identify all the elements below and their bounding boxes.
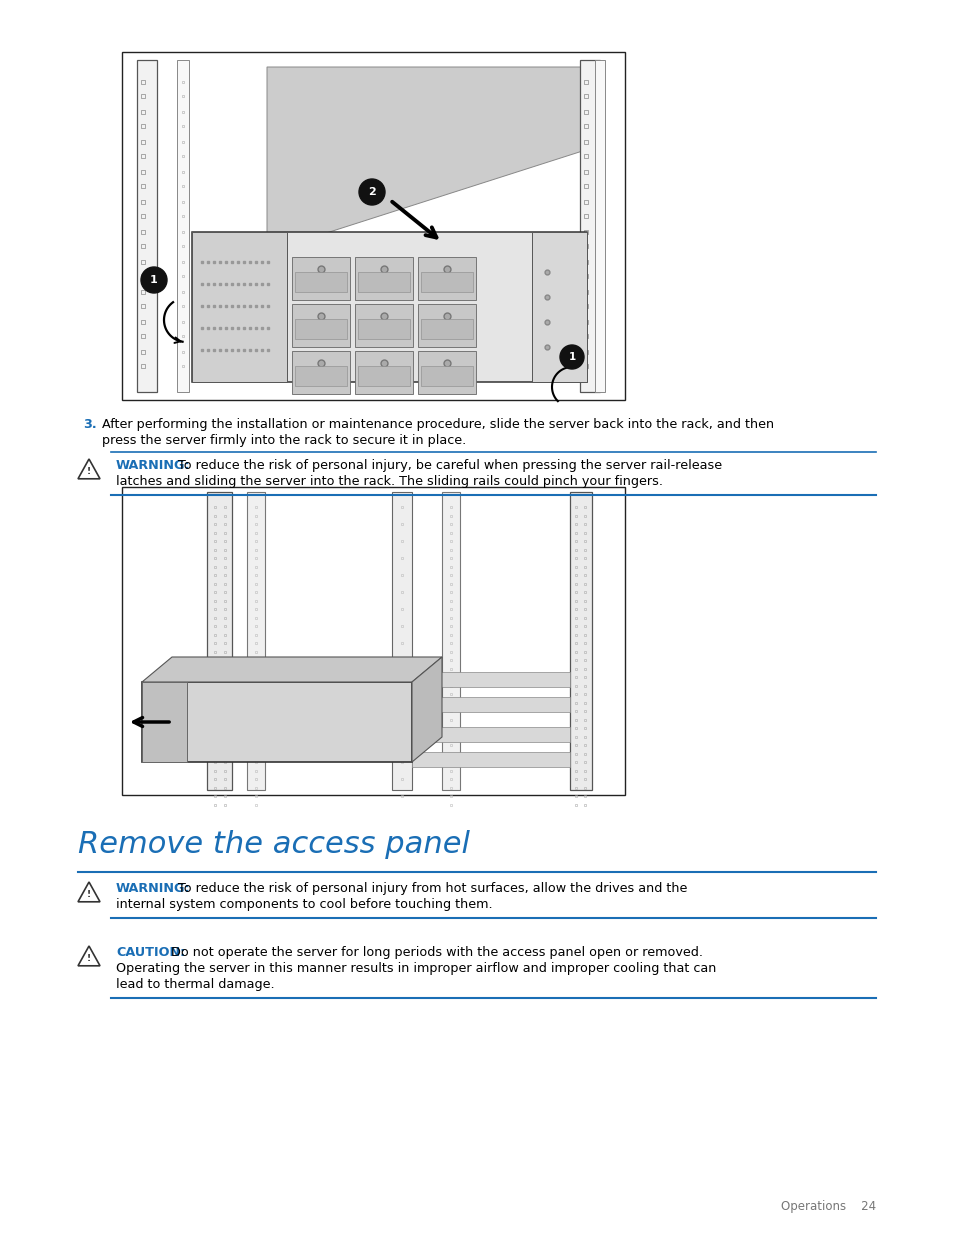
Text: internal system components to cool before touching them.: internal system components to cool befor… (116, 898, 492, 911)
Bar (412, 752, 569, 767)
Bar (412, 672, 569, 687)
Polygon shape (412, 657, 441, 762)
Bar (412, 727, 569, 742)
Text: After performing the installation or maintenance procedure, slide the server bac: After performing the installation or mai… (102, 417, 773, 431)
Bar (355, 304, 413, 347)
Bar (292, 304, 350, 347)
Bar (579, 61, 599, 391)
Text: WARNING:: WARNING: (116, 882, 191, 895)
Bar (441, 492, 459, 790)
Text: WARNING:: WARNING: (116, 459, 191, 472)
Text: Operating the server in this manner results in improper airflow and improper coo: Operating the server in this manner resu… (116, 962, 716, 974)
Bar (357, 366, 410, 387)
Bar (294, 272, 347, 291)
Text: !: ! (87, 889, 91, 899)
Bar (392, 492, 412, 790)
Bar (417, 304, 476, 347)
Bar (177, 61, 189, 391)
Circle shape (358, 179, 385, 205)
Text: !: ! (87, 953, 91, 963)
Bar (420, 366, 473, 387)
Text: latches and sliding the server into the rack. The sliding rails could pinch your: latches and sliding the server into the … (116, 475, 662, 488)
Bar (192, 232, 287, 382)
Circle shape (141, 267, 167, 293)
Bar (292, 351, 350, 394)
Text: Operations    24: Operations 24 (781, 1200, 875, 1213)
Polygon shape (267, 67, 595, 252)
Bar (137, 61, 157, 391)
Text: 1: 1 (150, 275, 157, 285)
Bar (412, 697, 569, 713)
Bar (417, 351, 476, 394)
Bar (207, 492, 232, 790)
Text: To reduce the risk of personal injury, be careful when pressing the server rail-: To reduce the risk of personal injury, b… (178, 459, 721, 472)
Polygon shape (142, 657, 441, 682)
Bar (122, 52, 624, 400)
Bar (294, 319, 347, 338)
Text: press the server firmly into the rack to secure it in place.: press the server firmly into the rack to… (102, 433, 466, 447)
Bar (532, 232, 586, 382)
Bar (595, 61, 604, 391)
Text: CAUTION:: CAUTION: (116, 946, 185, 960)
Bar (142, 682, 412, 762)
Text: Remove the access panel: Remove the access panel (78, 830, 470, 860)
Polygon shape (78, 946, 100, 966)
Bar (355, 351, 413, 394)
Text: Do not operate the server for long periods with the access panel open or removed: Do not operate the server for long perio… (171, 946, 702, 960)
Text: 1: 1 (568, 352, 575, 362)
Circle shape (559, 345, 583, 369)
Bar (417, 257, 476, 300)
Bar (292, 257, 350, 300)
Bar (420, 319, 473, 338)
Polygon shape (78, 882, 100, 902)
Bar (122, 487, 624, 795)
Bar (357, 272, 410, 291)
Bar (247, 492, 265, 790)
Bar (294, 366, 347, 387)
Text: !: ! (87, 467, 91, 475)
Text: 2: 2 (368, 186, 375, 198)
Text: To reduce the risk of personal injury from hot surfaces, allow the drives and th: To reduce the risk of personal injury fr… (178, 882, 687, 895)
Polygon shape (78, 459, 100, 479)
Bar (355, 257, 413, 300)
Text: 3.: 3. (83, 417, 96, 431)
Text: lead to thermal damage.: lead to thermal damage. (116, 978, 274, 990)
Bar (142, 682, 187, 762)
Bar (569, 492, 592, 790)
Bar (420, 272, 473, 291)
Bar (192, 232, 586, 382)
Bar (357, 319, 410, 338)
